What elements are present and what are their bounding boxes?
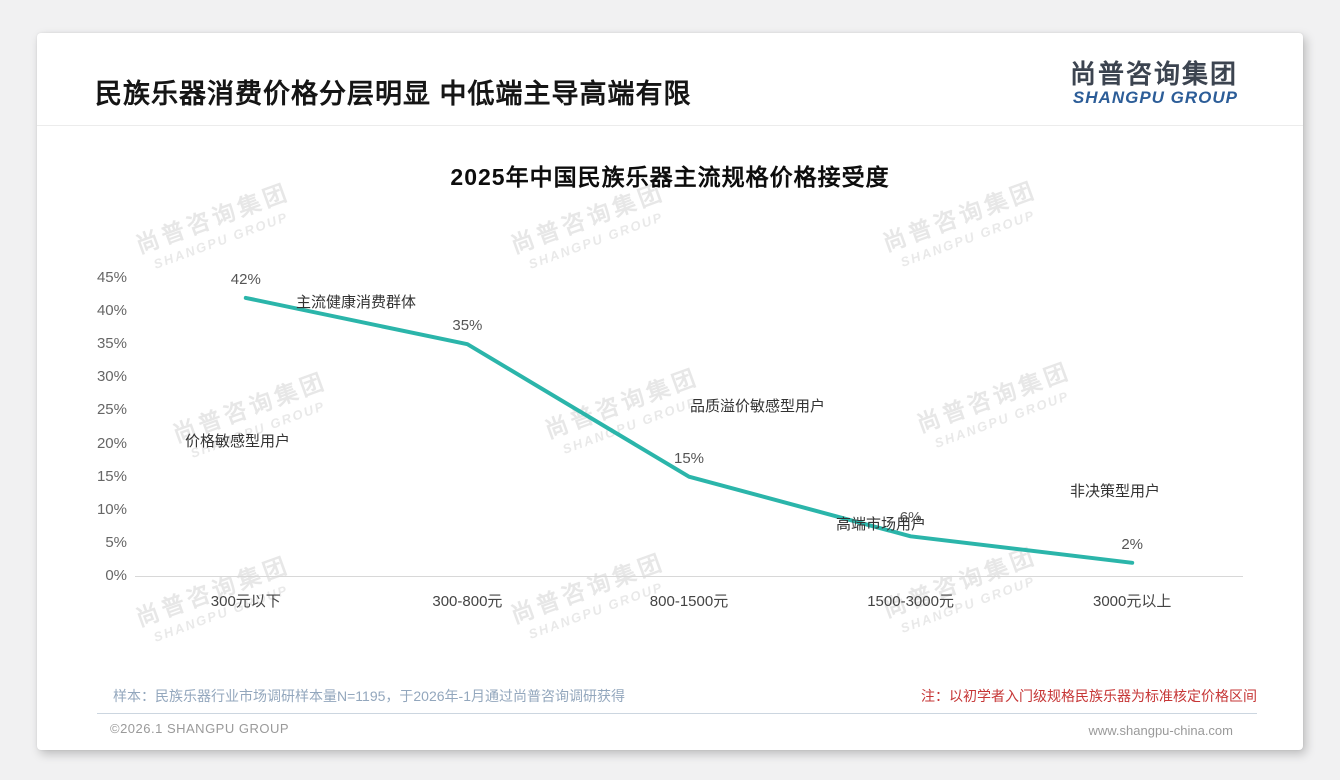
segment-annotation: 高端市场用户	[836, 516, 927, 533]
segment-annotation: 主流健康消费群体	[296, 294, 417, 311]
data-point-label: 35%	[452, 317, 483, 335]
y-axis-tick-label: 25%	[96, 401, 127, 419]
report-card	[37, 33, 1303, 750]
copyright-text: ©2026.1 SHANGPU GROUP	[110, 721, 290, 736]
y-axis-tick-label: 45%	[96, 269, 127, 286]
x-axis-line	[135, 576, 1243, 577]
data-point-label: 6%	[899, 509, 922, 527]
segment-annotation: 价格敏感型用户	[185, 433, 291, 450]
page-title: 民族乐器消费价格分层明显 中低端主导高端有限	[95, 79, 692, 109]
data-point-label: 42%	[230, 270, 261, 288]
chart-title: 2025年中国民族乐器主流规格价格接受度	[450, 164, 890, 190]
segment-annotation: 品质溢价敏感型用户	[690, 398, 826, 415]
series-polyline	[243, 295, 1135, 565]
website-text: www.shangpu-china.com	[1088, 723, 1233, 738]
y-axis-tick-label: 30%	[96, 368, 127, 386]
x-axis-category-label: 300元以下	[210, 593, 281, 610]
x-axis-category-label: 800-1500元	[649, 593, 729, 610]
y-axis-tick-label: 0%	[105, 567, 127, 584]
data-point-label: 15%	[673, 449, 705, 467]
y-axis-tick-label: 35%	[96, 335, 127, 353]
y-axis-tick-label: 5%	[105, 533, 127, 551]
pricing-note: 注：以初学者入门级规格民族乐器为标准核定价格区间	[921, 688, 1257, 704]
x-axis-category-label: 3000元以上	[1093, 593, 1172, 610]
y-axis-tick-label: 40%	[96, 302, 127, 320]
header-divider	[37, 125, 1303, 126]
x-axis-category-label: 1500-3000元	[867, 593, 954, 610]
y-axis-tick-label: 10%	[96, 500, 127, 518]
y-axis-tick-label: 20%	[96, 434, 127, 452]
price-acceptance-line	[243, 295, 1135, 565]
sample-note: 样本：民族乐器行业市场调研样本量N=1195，于2026年-1月通过尚普咨询调研…	[113, 688, 625, 704]
company-logo: 尚普咨询集团 SHANGPU GROUP	[1070, 60, 1238, 108]
x-axis-category-label: 300-800元	[432, 593, 503, 610]
logo-cn-text: 尚普咨询集团	[1069, 59, 1238, 89]
y-axis-tick-label: 15%	[96, 467, 127, 485]
footer-divider	[97, 713, 1257, 714]
data-point-label: 2%	[1121, 535, 1144, 553]
segment-annotation: 非决策型用户	[1070, 483, 1161, 500]
logo-en-text: SHANGPU GROUP	[1072, 88, 1238, 107]
